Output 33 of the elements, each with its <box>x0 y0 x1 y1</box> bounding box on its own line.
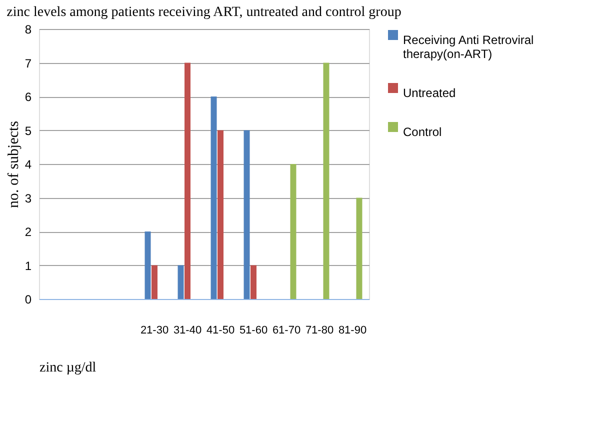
bar <box>178 265 184 299</box>
bar <box>323 62 330 299</box>
y-tick-label: 4 <box>24 158 32 172</box>
y-axis-title: no. of subjects <box>6 120 22 208</box>
bar <box>152 265 158 299</box>
chart-title: zinc levels among patients receiving ART, untreated and control group <box>6 5 402 20</box>
y-tick-label: 8 <box>24 22 32 36</box>
x-tick-label: 81-90 <box>338 324 367 336</box>
y-tick-label: 2 <box>24 225 32 239</box>
x-tick-label: 61-70 <box>272 324 301 336</box>
bar <box>144 232 151 299</box>
x-tick-label: 21-30 <box>140 324 169 336</box>
bar <box>218 130 224 299</box>
bar <box>356 198 362 299</box>
bar <box>250 265 256 299</box>
y-tick-label: 1 <box>24 258 32 273</box>
y-tick-label: 5 <box>24 124 32 138</box>
legend-label: Receiving Anti Retroviral therapy(on-ART) <box>403 33 534 61</box>
bar <box>290 164 296 299</box>
y-tick-label: 7 <box>24 56 32 70</box>
legend-label: Untreated <box>403 86 456 100</box>
bar <box>210 96 217 299</box>
legend-label: Control <box>403 125 442 139</box>
x-tick-label: 31-40 <box>173 324 202 336</box>
x-tick-label: 71-80 <box>305 324 334 336</box>
y-tick-label: 0 <box>24 292 32 306</box>
y-tick-label: 6 <box>24 90 32 104</box>
x-tick-label: 51-60 <box>239 324 268 336</box>
x-tick-label: 41-50 <box>206 324 235 336</box>
bar <box>244 130 250 299</box>
bar <box>184 62 190 299</box>
x-axis-title: zinc µg/dl <box>40 360 96 376</box>
y-tick-label: 3 <box>24 191 32 206</box>
